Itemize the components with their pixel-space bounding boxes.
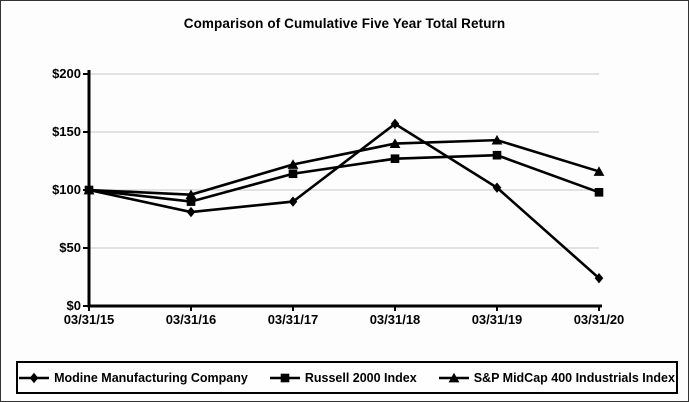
legend-item-sp-midcap: S&P MidCap 400 Industrials Index (438, 370, 675, 385)
chart-title: Comparison of Cumulative Five Year Total… (183, 16, 506, 31)
x-tick-label-2: 03/31/16 (165, 312, 217, 327)
y-tick-label-50: $50 (59, 240, 81, 255)
legend-item-russell: Russell 2000 Index (269, 370, 417, 385)
legend-item-modine: Modine Manufacturing Company (19, 371, 248, 385)
legend-label-russell: Russell 2000 Index (304, 370, 417, 385)
square-marker-icon (269, 373, 300, 382)
x-tick-label-3: 03/31/17 (267, 312, 319, 327)
diamond-marker-icon (19, 372, 50, 383)
y-tick-label-0: $0 (66, 298, 81, 313)
x-tick-label-5: 03/31/19 (471, 312, 523, 327)
triangle-marker-icon (438, 372, 469, 382)
legend: Modine Manufacturing Company Russell 200… (16, 361, 678, 394)
y-tick-label-200: $200 (52, 66, 81, 81)
y-tick-label-100: $100 (52, 182, 81, 197)
x-tick-label-6: 03/31/20 (573, 312, 625, 327)
y-tick-label-150: $150 (52, 124, 81, 139)
x-tick-label-1: 03/31/15 (63, 312, 115, 327)
x-tick-label-4: 03/31/18 (369, 312, 421, 327)
legend-label-sp-midcap: S&P MidCap 400 Industrials Index (473, 370, 675, 385)
legend-label-modine: Modine Manufacturing Company (54, 370, 248, 385)
